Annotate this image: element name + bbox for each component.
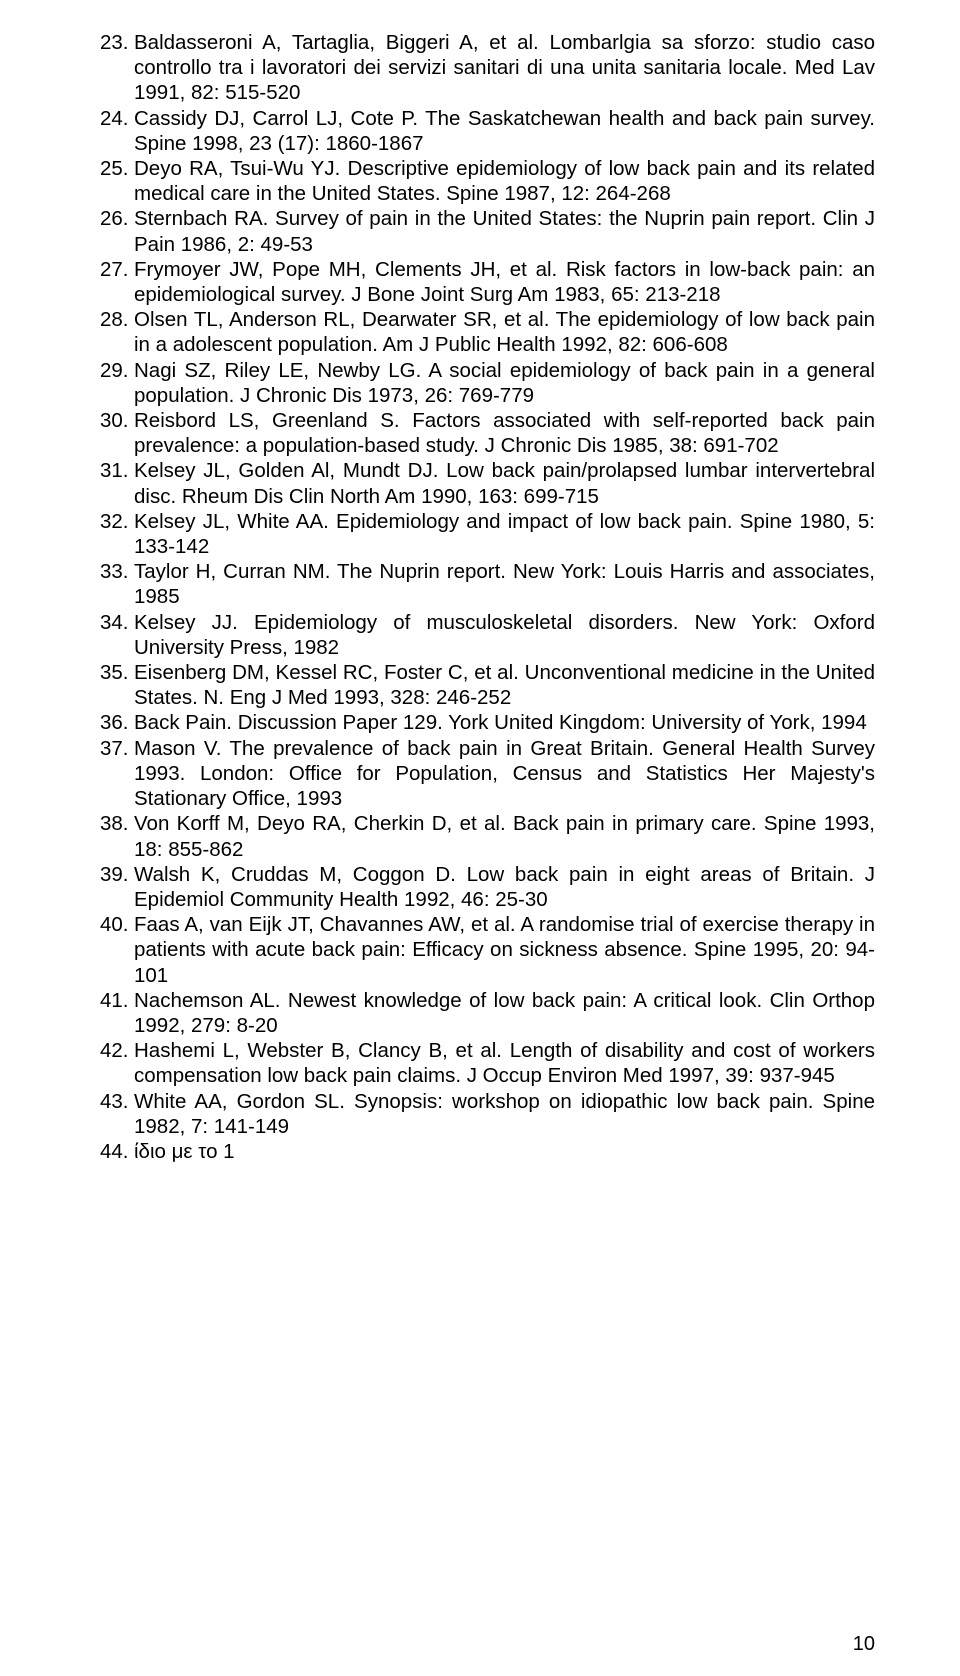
reference-text: Kelsey JL, White AA. Epidemiology and im… [134, 509, 875, 559]
reference-text: Eisenberg DM, Kessel RC, Foster C, et al… [134, 660, 875, 710]
reference-item: 37.Mason V. The prevalence of back pain … [100, 736, 875, 812]
reference-item: 25.Deyo RA, Tsui-Wu YJ. Descriptive epid… [100, 156, 875, 206]
reference-text: Back Pain. Discussion Paper 129. York Un… [134, 710, 875, 735]
reference-number: 43. [100, 1089, 134, 1139]
reference-text: Cassidy DJ, Carrol LJ, Cote P. The Saska… [134, 106, 875, 156]
reference-item: 35.Eisenberg DM, Kessel RC, Foster C, et… [100, 660, 875, 710]
reference-item: 43.White AA, Gordon SL. Synopsis: worksh… [100, 1089, 875, 1139]
reference-number: 27. [100, 257, 134, 307]
reference-text: Mason V. The prevalence of back pain in … [134, 736, 875, 812]
reference-text: Kelsey JL, Golden Al, Mundt DJ. Low back… [134, 458, 875, 508]
document-page: 23.Baldasseroni A, Tartaglia, Biggeri A,… [0, 0, 960, 1676]
reference-number: 30. [100, 408, 134, 458]
reference-text: White AA, Gordon SL. Synopsis: workshop … [134, 1089, 875, 1139]
reference-number: 33. [100, 559, 134, 609]
reference-text: Nachemson AL. Newest knowledge of low ba… [134, 988, 875, 1038]
reference-item: 32.Kelsey JL, White AA. Epidemiology and… [100, 509, 875, 559]
reference-text: Taylor H, Curran NM. The Nuprin report. … [134, 559, 875, 609]
reference-item: 34.Kelsey JJ. Epidemiology of musculoske… [100, 610, 875, 660]
reference-text: Frymoyer JW, Pope MH, Clements JH, et al… [134, 257, 875, 307]
reference-text: Faas A, van Eijk JT, Chavannes AW, et al… [134, 912, 875, 988]
reference-text: Kelsey JJ. Epidemiology of musculoskelet… [134, 610, 875, 660]
reference-text: ίδιο με το 1 [134, 1139, 875, 1164]
reference-text: Hashemi L, Webster B, Clancy B, et al. L… [134, 1038, 875, 1088]
reference-number: 24. [100, 106, 134, 156]
reference-number: 35. [100, 660, 134, 710]
references-list: 23.Baldasseroni A, Tartaglia, Biggeri A,… [100, 30, 875, 1164]
reference-item: 31.Kelsey JL, Golden Al, Mundt DJ. Low b… [100, 458, 875, 508]
reference-number: 29. [100, 358, 134, 408]
reference-number: 34. [100, 610, 134, 660]
reference-item: 23.Baldasseroni A, Tartaglia, Biggeri A,… [100, 30, 875, 106]
reference-text: Nagi SZ, Riley LE, Newby LG. A social ep… [134, 358, 875, 408]
reference-number: 25. [100, 156, 134, 206]
reference-number: 38. [100, 811, 134, 861]
reference-item: 28.Olsen TL, Anderson RL, Dearwater SR, … [100, 307, 875, 357]
reference-item: 38.Von Korff M, Deyo RA, Cherkin D, et a… [100, 811, 875, 861]
reference-number: 31. [100, 458, 134, 508]
reference-number: 37. [100, 736, 134, 812]
reference-number: 23. [100, 30, 134, 106]
reference-text: Reisbord LS, Greenland S. Factors associ… [134, 408, 875, 458]
reference-number: 44. [100, 1139, 134, 1164]
reference-number: 42. [100, 1038, 134, 1088]
reference-number: 32. [100, 509, 134, 559]
reference-item: 44.ίδιο με το 1 [100, 1139, 875, 1164]
reference-item: 40.Faas A, van Eijk JT, Chavannes AW, et… [100, 912, 875, 988]
reference-item: 29.Nagi SZ, Riley LE, Newby LG. A social… [100, 358, 875, 408]
reference-item: 26.Sternbach RA. Survey of pain in the U… [100, 206, 875, 256]
reference-item: 41.Nachemson AL. Newest knowledge of low… [100, 988, 875, 1038]
reference-text: Walsh K, Cruddas M, Coggon D. Low back p… [134, 862, 875, 912]
reference-number: 39. [100, 862, 134, 912]
reference-text: Sternbach RA. Survey of pain in the Unit… [134, 206, 875, 256]
reference-text: Baldasseroni A, Tartaglia, Biggeri A, et… [134, 30, 875, 106]
reference-number: 41. [100, 988, 134, 1038]
reference-item: 36.Back Pain. Discussion Paper 129. York… [100, 710, 875, 735]
page-number: 10 [853, 1633, 875, 1656]
reference-text: Olsen TL, Anderson RL, Dearwater SR, et … [134, 307, 875, 357]
reference-item: 24.Cassidy DJ, Carrol LJ, Cote P. The Sa… [100, 106, 875, 156]
reference-item: 30.Reisbord LS, Greenland S. Factors ass… [100, 408, 875, 458]
reference-item: 42.Hashemi L, Webster B, Clancy B, et al… [100, 1038, 875, 1088]
reference-item: 33.Taylor H, Curran NM. The Nuprin repor… [100, 559, 875, 609]
reference-item: 39.Walsh K, Cruddas M, Coggon D. Low bac… [100, 862, 875, 912]
reference-number: 36. [100, 710, 134, 735]
reference-number: 28. [100, 307, 134, 357]
reference-number: 26. [100, 206, 134, 256]
reference-number: 40. [100, 912, 134, 988]
reference-text: Von Korff M, Deyo RA, Cherkin D, et al. … [134, 811, 875, 861]
reference-item: 27.Frymoyer JW, Pope MH, Clements JH, et… [100, 257, 875, 307]
reference-text: Deyo RA, Tsui-Wu YJ. Descriptive epidemi… [134, 156, 875, 206]
